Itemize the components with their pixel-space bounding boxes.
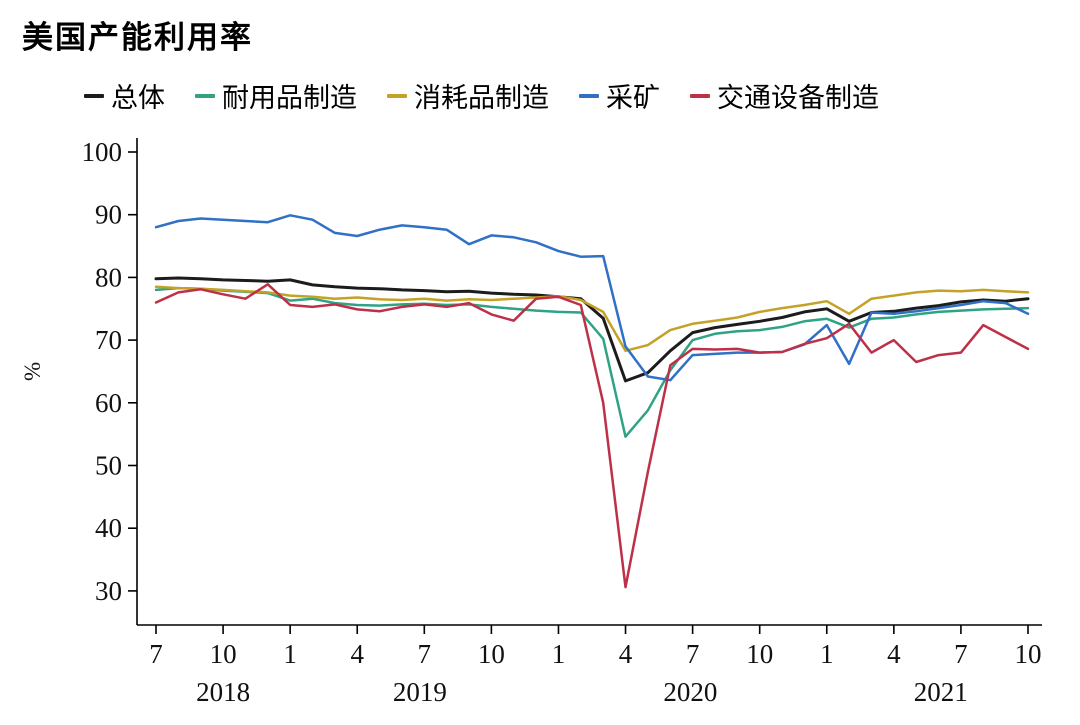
legend: 总体 耐用品制造 消耗品制造 采矿 交通设备制造	[84, 76, 879, 115]
svg-text:7: 7	[954, 639, 968, 669]
legend-swatch-overall	[84, 93, 104, 98]
legend-label-durables: 耐用品制造	[222, 83, 357, 113]
legend-item-transport: 交通设备制造	[690, 76, 879, 115]
legend-label-overall: 总体	[111, 83, 165, 113]
svg-text:90: 90	[95, 200, 122, 230]
chart-title: 美国产能利用率	[22, 20, 253, 55]
legend-label-nondurables: 消耗品制造	[414, 83, 549, 113]
legend-swatch-durables	[195, 93, 215, 98]
legend-item-nondurables: 消耗品制造	[387, 76, 549, 115]
svg-text:10: 10	[478, 639, 505, 669]
svg-text:70: 70	[95, 325, 122, 355]
legend-swatch-nondurables	[387, 93, 407, 98]
svg-text:2021: 2021	[914, 677, 968, 707]
legend-swatch-mining	[579, 93, 599, 98]
legend-label-transport: 交通设备制造	[717, 83, 879, 113]
svg-text:60: 60	[95, 388, 122, 418]
svg-text:10: 10	[1015, 639, 1042, 669]
legend-swatch-transport	[690, 93, 710, 98]
svg-text:10: 10	[746, 639, 773, 669]
svg-text:4: 4	[350, 639, 364, 669]
svg-text:7: 7	[149, 639, 163, 669]
svg-text:1: 1	[283, 639, 297, 669]
svg-text:50: 50	[95, 451, 122, 481]
legend-item-mining: 采矿	[579, 76, 660, 115]
svg-text:7: 7	[686, 639, 700, 669]
svg-text:40: 40	[95, 513, 122, 543]
svg-text:1: 1	[820, 639, 834, 669]
svg-text:30: 30	[95, 576, 122, 606]
legend-label-mining: 采矿	[606, 83, 660, 113]
svg-text:7: 7	[418, 639, 432, 669]
svg-text:2019: 2019	[393, 677, 447, 707]
svg-text:4: 4	[887, 639, 901, 669]
legend-item-durables: 耐用品制造	[195, 76, 357, 115]
svg-text:10: 10	[210, 639, 237, 669]
svg-text:100: 100	[82, 137, 123, 167]
svg-text:80: 80	[95, 262, 122, 292]
svg-text:2020: 2020	[663, 677, 717, 707]
svg-text:4: 4	[619, 639, 633, 669]
svg-text:2018: 2018	[196, 677, 250, 707]
legend-item-overall: 总体	[84, 76, 165, 115]
svg-text:%: %	[20, 362, 45, 381]
svg-text:1: 1	[552, 639, 566, 669]
